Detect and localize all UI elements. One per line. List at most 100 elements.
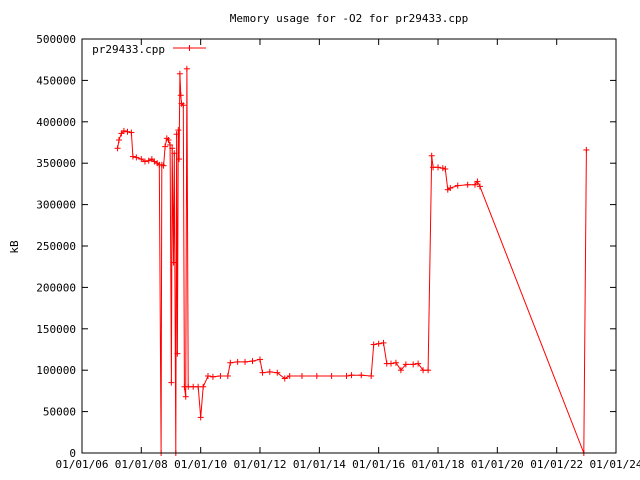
data-point bbox=[227, 359, 234, 366]
plot-frame bbox=[81, 38, 617, 454]
data-point bbox=[162, 143, 169, 150]
y-tick-label: 450000 bbox=[36, 74, 76, 87]
data-point bbox=[380, 339, 387, 346]
data-point bbox=[167, 141, 174, 148]
data-point bbox=[249, 358, 256, 365]
data-point bbox=[195, 383, 202, 390]
data-point bbox=[160, 162, 167, 169]
data-point bbox=[176, 156, 183, 163]
x-tick-label: 01/01/14 bbox=[293, 458, 346, 471]
y-axis-ticks: 0 50000 100000 150000 200000 250000 300000 3500… bbox=[36, 33, 616, 460]
data-point bbox=[402, 361, 409, 368]
data-point bbox=[242, 358, 249, 365]
data-point bbox=[197, 414, 204, 421]
data-point bbox=[204, 372, 211, 379]
y-tick-label: 400000 bbox=[36, 116, 76, 129]
data-point bbox=[387, 360, 394, 367]
data-point bbox=[274, 369, 281, 376]
data-point bbox=[114, 145, 121, 152]
y-tick-label: 0 bbox=[69, 447, 76, 460]
data-point bbox=[120, 127, 127, 134]
data-point bbox=[410, 361, 417, 368]
data-point bbox=[435, 164, 442, 171]
data-point bbox=[420, 367, 427, 374]
data-point bbox=[173, 131, 180, 138]
x-tick-label: 01/01/22 bbox=[530, 458, 583, 471]
data-point bbox=[583, 146, 590, 153]
data-point bbox=[313, 372, 320, 379]
x-tick-label: 01/01/16 bbox=[352, 458, 405, 471]
data-point bbox=[474, 178, 481, 185]
data-point bbox=[168, 379, 175, 386]
x-tick-label: 01/01/10 bbox=[174, 458, 227, 471]
y-tick-label: 300000 bbox=[36, 199, 76, 212]
data-point bbox=[115, 137, 122, 144]
data-point bbox=[141, 158, 148, 165]
data-point bbox=[348, 372, 355, 379]
data-point bbox=[415, 360, 422, 367]
x-axis-ticks: 01/01/06 01/01/08 01/01/10 01/01/12 01/01/14… bbox=[56, 39, 640, 471]
chart-title: Memory usage for -O2 for pr29433.cpp bbox=[230, 12, 468, 25]
data-point bbox=[370, 341, 377, 348]
data-point bbox=[145, 157, 152, 164]
data-point bbox=[447, 185, 454, 192]
x-tick-label: 01/01/18 bbox=[412, 458, 465, 471]
data-point bbox=[124, 128, 131, 135]
data-point bbox=[281, 375, 288, 382]
data-point bbox=[298, 372, 305, 379]
y-tick-label: 200000 bbox=[36, 281, 76, 294]
y-tick-label: 500000 bbox=[36, 33, 76, 46]
data-point bbox=[266, 368, 273, 375]
data-point bbox=[454, 182, 461, 189]
data-point bbox=[256, 356, 263, 363]
data-point bbox=[175, 127, 182, 134]
data-point bbox=[138, 156, 145, 163]
x-tick-label: 01/01/06 bbox=[56, 458, 109, 471]
data-point bbox=[182, 393, 189, 400]
data-point bbox=[368, 372, 375, 379]
data-point bbox=[286, 372, 293, 379]
data-point bbox=[217, 372, 224, 379]
data-point bbox=[165, 137, 172, 144]
data-point bbox=[133, 154, 140, 161]
data-point bbox=[343, 372, 350, 379]
data-point bbox=[476, 183, 483, 190]
data-point bbox=[180, 102, 187, 109]
legend-marker bbox=[186, 45, 193, 51]
legend: pr29433.cpp bbox=[92, 43, 206, 56]
x-tick-label: 01/01/20 bbox=[471, 458, 524, 471]
data-point bbox=[200, 383, 207, 390]
data-point bbox=[171, 150, 178, 157]
data-point bbox=[129, 153, 136, 160]
data-point bbox=[375, 340, 382, 347]
data-point bbox=[425, 367, 432, 374]
data-point bbox=[397, 367, 404, 374]
data-point bbox=[439, 165, 446, 172]
y-axis-label: kB bbox=[8, 240, 21, 254]
x-tick-label: 01/01/08 bbox=[115, 458, 168, 471]
data-point bbox=[328, 372, 335, 379]
x-tick-label: 01/01/12 bbox=[233, 458, 286, 471]
data-point bbox=[234, 358, 241, 365]
data-point bbox=[128, 129, 135, 136]
data-point bbox=[471, 181, 478, 188]
data-point bbox=[358, 372, 365, 379]
data-point bbox=[224, 372, 231, 379]
y-tick-label: 150000 bbox=[36, 323, 76, 336]
data-point bbox=[464, 181, 471, 188]
data-point bbox=[170, 259, 177, 266]
data-point bbox=[177, 92, 184, 99]
y-tick-label: 50000 bbox=[43, 406, 76, 419]
legend-label: pr29433.cpp bbox=[92, 43, 165, 56]
data-point bbox=[428, 152, 435, 159]
data-point bbox=[176, 70, 183, 77]
data-point bbox=[442, 165, 449, 172]
data-point bbox=[209, 373, 216, 380]
y-tick-label: 100000 bbox=[36, 364, 76, 377]
data-point bbox=[183, 65, 190, 72]
data-point bbox=[174, 350, 181, 357]
data-point bbox=[392, 359, 399, 366]
y-tick-label: 350000 bbox=[36, 157, 76, 170]
